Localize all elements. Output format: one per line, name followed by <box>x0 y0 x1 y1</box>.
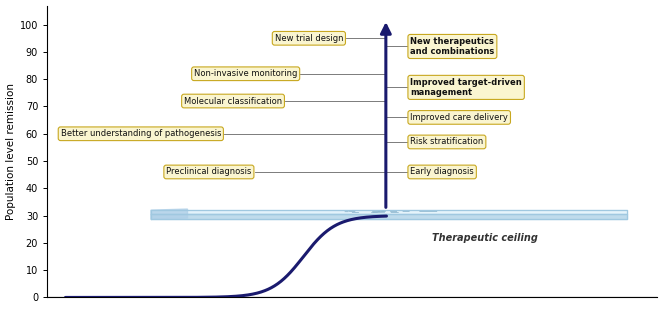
Text: Therapeutic ceiling: Therapeutic ceiling <box>432 233 538 243</box>
Polygon shape <box>151 210 627 214</box>
Text: Risk stratification: Risk stratification <box>410 138 483 146</box>
Text: Early diagnosis: Early diagnosis <box>410 167 474 176</box>
Polygon shape <box>151 214 627 219</box>
Text: New trial design: New trial design <box>274 34 343 43</box>
Text: Improved care delivery: Improved care delivery <box>410 113 508 122</box>
Text: New therapeutics
and combinations: New therapeutics and combinations <box>410 37 495 56</box>
Y-axis label: Population level remission: Population level remission <box>5 83 15 220</box>
Text: Better understanding of pathogenesis: Better understanding of pathogenesis <box>60 129 221 138</box>
Text: Molecular classification: Molecular classification <box>184 96 282 106</box>
Text: Non-invasive monitoring: Non-invasive monitoring <box>194 69 298 78</box>
Text: Preclinical diagnosis: Preclinical diagnosis <box>166 167 251 176</box>
Polygon shape <box>151 209 188 219</box>
Polygon shape <box>352 210 627 214</box>
Text: Improved target-driven
management: Improved target-driven management <box>410 78 522 97</box>
